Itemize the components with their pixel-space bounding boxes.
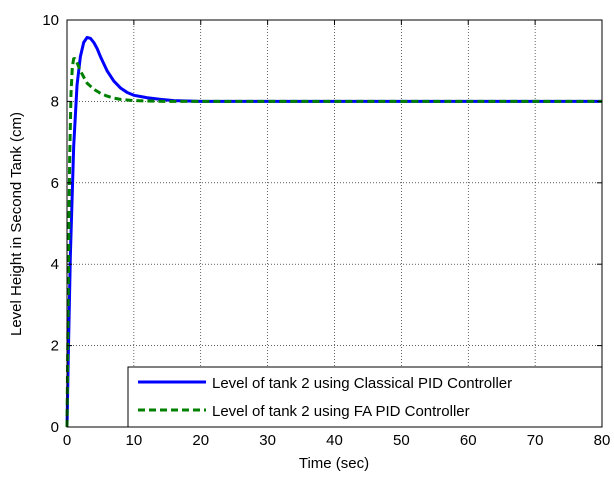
x-tick-label: 20 xyxy=(192,432,209,449)
y-tick-label: 10 xyxy=(42,12,59,29)
y-tick-label: 6 xyxy=(51,175,59,192)
legend-label-classical: Level of tank 2 using Classical PID Cont… xyxy=(212,375,512,392)
x-tick-label: 70 xyxy=(527,432,544,449)
series-group xyxy=(65,36,602,428)
x-tick-label: 10 xyxy=(126,432,143,449)
x-tick-label: 40 xyxy=(326,432,343,449)
y-axis-label: Level Height in Second Tank (cm) xyxy=(8,112,25,336)
x-tick-label: 30 xyxy=(259,432,276,449)
y-tick-label: 0 xyxy=(51,419,59,436)
x-tick-label: 0 xyxy=(63,432,71,449)
x-tick-label: 50 xyxy=(393,432,410,449)
y-tick-label: 8 xyxy=(51,93,59,110)
y-tick-label: 2 xyxy=(51,338,59,355)
legend: Level of tank 2 using Classical PID Cont… xyxy=(127,366,603,428)
x-tick-label: 80 xyxy=(594,432,611,449)
x-tick-label: 60 xyxy=(460,432,477,449)
y-tick-label: 4 xyxy=(51,256,59,273)
x-axis-label: Time (sec) xyxy=(299,455,369,472)
legend-box xyxy=(127,366,603,428)
legend-label-fa: Level of tank 2 using FA PID Controller xyxy=(212,403,470,420)
